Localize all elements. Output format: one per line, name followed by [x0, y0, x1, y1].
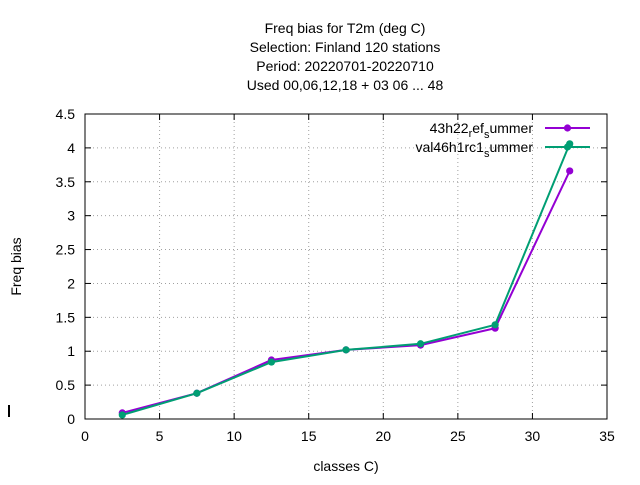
data-point — [416, 340, 425, 348]
y-tick-label: 2 — [67, 275, 75, 291]
series-1 — [118, 167, 574, 417]
data-point — [267, 358, 276, 366]
data-point — [491, 321, 499, 329]
grid — [85, 114, 607, 419]
x-tick-label: 15 — [301, 428, 317, 444]
legend-item-1: 43h22refsummer — [430, 120, 590, 141]
data-point — [118, 411, 126, 419]
series-2 — [118, 140, 574, 419]
x-tick-label: 0 — [81, 428, 89, 444]
plot-frame — [84, 113, 608, 420]
data-point — [193, 389, 201, 397]
series-line — [122, 170, 571, 414]
legend-label: val46h1rc1summer — [415, 139, 533, 160]
legend-label-part: s — [484, 129, 490, 141]
chart-title: Freq bias for T2m (deg C) Selection: Finl… — [247, 20, 444, 93]
legend-label-part: ummer — [489, 120, 533, 136]
y-tick-label: 1 — [67, 343, 75, 359]
series-line — [122, 143, 571, 416]
x-tick-label: 35 — [599, 428, 615, 444]
legend-label-part: s — [484, 148, 490, 160]
axis-ticks — [84, 113, 608, 420]
x-tick-label: 25 — [450, 428, 466, 444]
y-tick-label: 4.5 — [56, 106, 76, 122]
legend-label-part: ummer — [489, 139, 533, 155]
legend-swatch-marker — [563, 143, 572, 151]
x-tick-labels: 0 5 10 15 20 25 30 35 — [81, 428, 615, 444]
legend-label: 43h22refsummer — [430, 120, 534, 141]
x-tick-label: 5 — [156, 428, 164, 444]
title-line: Freq bias for T2m (deg C) — [265, 20, 426, 36]
y-tick-label: 3 — [67, 208, 75, 224]
data-point — [342, 346, 350, 354]
y-tick-label: 3.5 — [56, 174, 76, 190]
legend-label-part: 43h22 — [430, 120, 469, 136]
x-tick-label: 30 — [525, 428, 541, 444]
legend-label-part: val46h1rc1 — [415, 139, 484, 155]
legend-swatch-marker — [563, 124, 572, 132]
data-point — [566, 167, 574, 175]
series — [118, 140, 574, 419]
y-tick-label: 2.5 — [56, 242, 76, 258]
title-line: Used 00,06,12,18 + 03 06 ... 48 — [247, 77, 444, 93]
x-tick-label: 20 — [375, 428, 391, 444]
title-line: Period: 20220701-20220710 — [256, 58, 434, 74]
y-tick-label: 0 — [67, 411, 75, 427]
y-tick-labels: 0 0.5 1 1.5 2 2.5 3 3.5 4 4.5 — [56, 106, 76, 427]
x-tick-label: 10 — [226, 428, 242, 444]
y-tick-label: 1.5 — [56, 309, 76, 325]
legend-item-2: val46h1rc1summer — [415, 139, 590, 160]
title-line: Selection: Finland 120 stations — [250, 39, 441, 55]
y-axis-label: Freq bias — [8, 237, 24, 295]
y-tick-label: 4 — [67, 140, 75, 156]
y-tick-label: 0.5 — [56, 377, 76, 393]
legend-label-part: ef — [472, 120, 484, 136]
legend-label-part: r — [469, 128, 473, 140]
x-axis-label: classes C) — [313, 458, 378, 474]
